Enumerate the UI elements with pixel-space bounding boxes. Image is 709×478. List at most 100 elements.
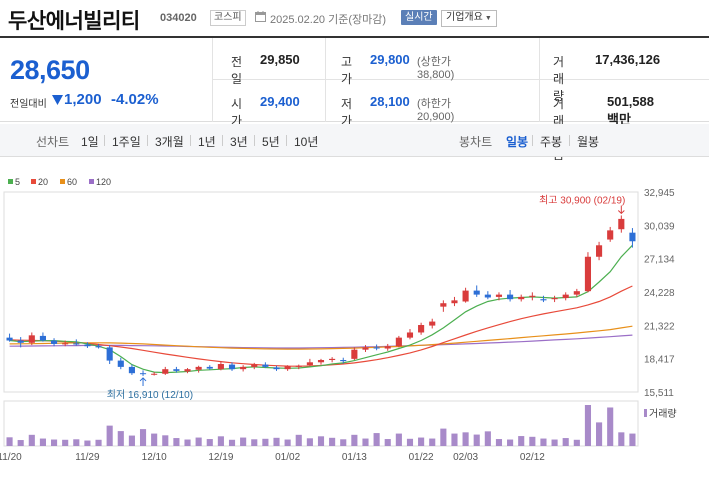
volume-bar (529, 436, 536, 446)
tab-divider (532, 135, 533, 146)
tab-weekly[interactable]: 주봉 (540, 135, 563, 149)
volume-bar (17, 440, 24, 446)
price-date: 2025.02.20 기준(장마감) (270, 14, 387, 26)
volume-bar (117, 431, 124, 446)
legend-label-ma5: 5 (15, 177, 20, 187)
volume-bar (39, 438, 46, 446)
line-chart-label: 선차트 (36, 135, 70, 149)
volume-bar (340, 439, 347, 446)
legend-label-ma60: 60 (67, 177, 77, 187)
stock-name[interactable]: 두산에너빌리티 (8, 10, 140, 33)
candle-body (306, 362, 313, 366)
candle-body (573, 291, 580, 295)
candle-body (228, 364, 236, 370)
ma60-line (9, 325, 633, 350)
open-value: 29,400 (260, 94, 300, 109)
tab-1w[interactable]: 1주일 (112, 135, 141, 149)
candle-body (507, 294, 514, 300)
ma20-line (9, 285, 633, 367)
volume-bar (95, 439, 102, 446)
prev-close-value: 29,850 (260, 52, 300, 67)
volume-bar (251, 439, 258, 446)
volume-bar (273, 437, 280, 446)
volume-bar (462, 432, 469, 446)
stock-code: 034020 (160, 12, 197, 24)
candle-body (351, 349, 358, 359)
tab-10y[interactable]: 10년 (294, 135, 319, 149)
volume-bar (351, 434, 358, 446)
stock-header: 두산에너빌리티 034020 코스피 2025.02.20 기준(장마감) 실시… (0, 0, 709, 34)
volume-bar (440, 428, 447, 446)
candle-body (429, 321, 436, 326)
ma120-line (9, 334, 633, 349)
volume-bar (573, 439, 580, 446)
realtime-button[interactable]: 실시간 (401, 10, 437, 25)
high-label: 고가 (341, 55, 353, 86)
legend-label-ma20: 20 (38, 177, 48, 187)
y-tick-label: 18,417 (644, 355, 675, 366)
candle-body (629, 232, 636, 242)
x-tick-label: 02/03 (453, 452, 478, 463)
x-tick-label: 02/12 (520, 452, 545, 463)
tab-divider (190, 135, 191, 146)
candle-body (28, 335, 35, 343)
tab-5y[interactable]: 5년 (262, 135, 280, 149)
high-arrow-icon (617, 205, 625, 215)
candle-body (551, 298, 558, 300)
candle-body (151, 373, 158, 375)
x-tick-label: 11/29 (75, 452, 100, 463)
candle-body (240, 366, 247, 370)
tab-divider (222, 135, 223, 146)
candle-body (206, 366, 213, 369)
candle-body (162, 369, 169, 374)
volume-bar (139, 429, 147, 446)
tab-3m[interactable]: 3개월 (155, 135, 184, 149)
volume-bar (607, 407, 614, 446)
volume-bar (151, 433, 158, 446)
volume-bar (562, 438, 569, 446)
legend-label-ma120: 120 (96, 177, 111, 187)
candle-body (273, 367, 280, 370)
candle-body (384, 346, 391, 349)
upper-limit: (상한가 38,800) (417, 56, 455, 81)
candle-body (117, 360, 124, 367)
tab-3y[interactable]: 3년 (230, 135, 248, 149)
volume-bar (518, 436, 525, 446)
calendar-icon (255, 11, 266, 22)
down-triangle-icon (52, 95, 63, 105)
tab-monthly[interactable]: 월봉 (577, 135, 600, 149)
stock-chart[interactable]: 5 20 60 120 32,945 30,039 27,134 24,228 21,322 18… (0, 168, 709, 478)
current-price: 28,650 (10, 55, 90, 85)
candle-body (395, 337, 402, 347)
candle-body (184, 369, 191, 372)
tab-daily[interactable]: 일봉 (506, 135, 529, 149)
chevron-down-icon: ▼ (484, 15, 492, 22)
volume-label: 거래량 (553, 55, 565, 103)
candle-body (173, 369, 180, 371)
candle-body (562, 294, 569, 299)
candle-body (451, 300, 458, 304)
volume-bar (406, 438, 414, 446)
candle-body (128, 366, 135, 374)
low-label: 저가 (341, 97, 353, 128)
tab-1y[interactable]: 1년 (198, 135, 216, 149)
candle-body (139, 373, 147, 375)
y-tick-label: 24,228 (644, 288, 675, 299)
candle-body (73, 343, 80, 345)
price-panel-frame (3, 191, 639, 393)
volume-bar (473, 434, 480, 446)
chart-period-tabs: 선차트 1일 1주일 3개월 1년 3년 5년 10년 봉차트 일봉 주봉 월봉 (0, 124, 709, 157)
y-tick-label: 32,945 (644, 188, 675, 199)
tab-1d[interactable]: 1일 (81, 135, 99, 149)
company-info-dropdown[interactable]: 기업개요 ▼ (441, 10, 497, 27)
candle-body (329, 358, 336, 361)
volume-bar (73, 439, 80, 446)
candle-body (217, 364, 224, 370)
y-tick-label: 27,134 (644, 255, 675, 266)
volume-value: 17,436,126 (595, 52, 661, 67)
volume-bar (28, 434, 35, 446)
candle-body (62, 343, 69, 345)
volume-bar (317, 436, 325, 446)
volume-bar (195, 437, 202, 446)
price-summary: 28,650 전일대비 1,200 -4.02% 전일 29,850 고가 29… (0, 36, 709, 162)
